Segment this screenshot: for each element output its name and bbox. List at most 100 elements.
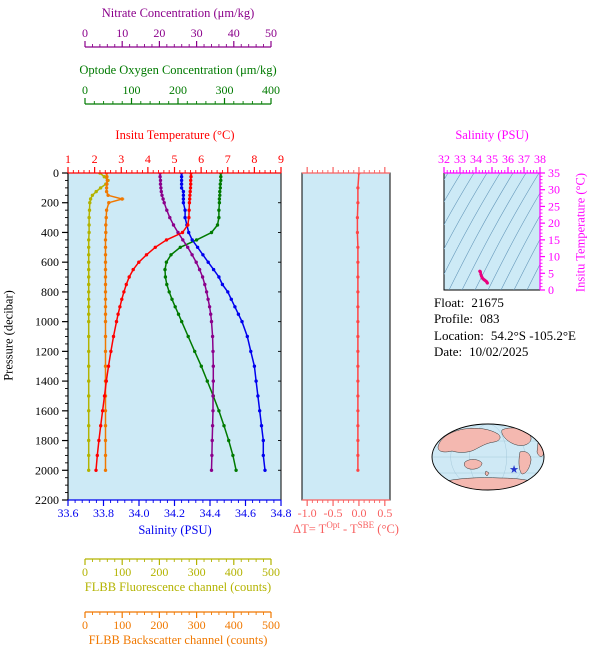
ts-salinity-axis-title: Salinity (PSU) [455,128,529,142]
ts-salinity-axis: 32 33 34 35 36 37 38 [438,152,546,174]
svg-text:400: 400 [262,83,280,97]
svg-text:400: 400 [225,565,243,579]
svg-text:800: 800 [41,285,59,299]
svg-text:1600: 1600 [35,404,59,418]
svg-text:34.6: 34.6 [235,506,256,520]
float-label: Float: [434,295,465,310]
float-id-line: Float: 21675 [434,295,576,311]
fluorescence-axis-title: FLBB Fluorescence channel (counts) [84,580,272,594]
landmass-greenland [528,425,538,433]
backscatter-axis: 0 100 200 300 400 500 [82,611,280,632]
svg-text:600: 600 [41,255,59,269]
svg-text:1800: 1800 [35,434,59,448]
svg-text:10: 10 [548,250,560,264]
svg-text:1400: 1400 [35,374,59,388]
svg-text:200: 200 [169,83,187,97]
svg-text:4: 4 [145,152,151,166]
delta-t-title-sup-opt: Opt [326,520,340,530]
salinity-axis-title: Salinity (PSU) [138,523,212,537]
svg-text:1: 1 [65,152,71,166]
delta-t-axis: -1.0 -0.5 0.0 0.5 [298,499,392,520]
svg-text:200: 200 [150,565,168,579]
float-value: 21675 [471,295,504,310]
landmass-south-america [518,451,532,475]
svg-text:38: 38 [534,152,546,166]
pressure-axis: 0 200 400 600 800 1000 1200 1400 1600 1800 2000 220… [35,166,281,507]
ts-scatter-series [478,269,489,285]
fluorescence-profile-series [87,173,110,472]
svg-text:0: 0 [82,83,88,97]
svg-text:8: 8 [251,152,257,166]
svg-text:500: 500 [262,565,280,579]
world-map: ★ [431,423,545,491]
svg-text:33: 33 [454,152,466,166]
nitrate-axis-title: Nitrate Concentration (μm/kg) [101,6,255,20]
svg-text:30: 30 [548,183,560,197]
delta-t-axis-top [302,167,390,174]
temperature-axis: 1 2 3 4 5 6 7 8 9 [65,152,284,174]
landmass-antarctica [437,477,541,490]
svg-text:300: 300 [188,618,206,632]
svg-text:0: 0 [82,618,88,632]
backscatter-profile-series [103,173,126,472]
nitrate-profile-series [158,173,215,472]
delta-t-axis-title: ΔT= TOpt - TSBE (°C) [246,520,446,537]
profile-number-line: Profile: 083 [434,311,576,327]
ts-plot-area [443,172,541,291]
float-info-block: Float: 21675 Profile: 083 Location: 54.2°S … [434,295,576,361]
oxygen-axis: 0 100 200 300 400 [82,83,280,105]
svg-text:400: 400 [225,618,243,632]
delta-plot-area [301,172,391,501]
svg-text:0: 0 [548,283,554,297]
landmass-eurasia [437,427,501,453]
svg-text:2: 2 [92,152,98,166]
svg-text:300: 300 [216,83,234,97]
svg-text:37: 37 [518,152,530,166]
svg-text:1200: 1200 [35,344,59,358]
svg-text:0: 0 [53,166,59,180]
delta-t-title-prefix: ΔT= T [293,522,327,537]
profile-label: Profile: [434,311,473,327]
svg-text:34.4: 34.4 [200,506,221,520]
svg-text:100: 100 [113,565,131,579]
svg-text:10: 10 [116,26,128,40]
svg-text:200: 200 [150,618,168,632]
date-value: 10/02/2025 [469,344,529,360]
location-line: Location: 54.2°S -105.2°E [434,328,576,344]
svg-text:400: 400 [41,225,59,239]
svg-text:0.0: 0.0 [351,506,366,520]
svg-text:0: 0 [82,26,88,40]
float-location-star-icon: ★ [509,464,519,476]
map-landmasses [437,425,544,490]
svg-text:50: 50 [265,26,277,40]
svg-text:7: 7 [225,152,231,166]
svg-text:30: 30 [191,26,203,40]
svg-text:33.8: 33.8 [93,506,114,520]
svg-text:100: 100 [113,618,131,632]
svg-text:9: 9 [278,152,284,166]
svg-text:0: 0 [82,565,88,579]
svg-text:200: 200 [41,196,59,210]
ts-temperature-axis-title: Insitu Temperature (°C) [573,172,588,293]
svg-text:5: 5 [172,152,178,166]
date-line: Date: 10/02/2025 [434,344,576,360]
ts-isopycnal-contours [444,173,540,290]
svg-text:20: 20 [153,26,165,40]
delta-t-title-suffix: (°C) [374,522,399,537]
svg-text:35: 35 [548,166,560,180]
svg-text:6: 6 [198,152,204,166]
svg-text:100: 100 [123,83,141,97]
svg-text:15: 15 [548,233,560,247]
svg-text:33.6: 33.6 [58,506,79,520]
svg-text:32: 32 [438,152,450,166]
svg-text:2200: 2200 [35,493,59,507]
svg-text:34.0: 34.0 [129,506,150,520]
fluorescence-axis: 0 100 200 300 400 500 [82,558,280,579]
delta-t-title-sup-sbe: SBE [357,520,375,530]
landmass-australia [463,459,483,470]
svg-text:3: 3 [118,152,124,166]
location-value: 54.2°S -105.2°E [490,327,576,343]
salinity-profile-series [179,173,267,472]
backscatter-axis-title: FLBB Backscatter channel (counts) [88,633,268,647]
